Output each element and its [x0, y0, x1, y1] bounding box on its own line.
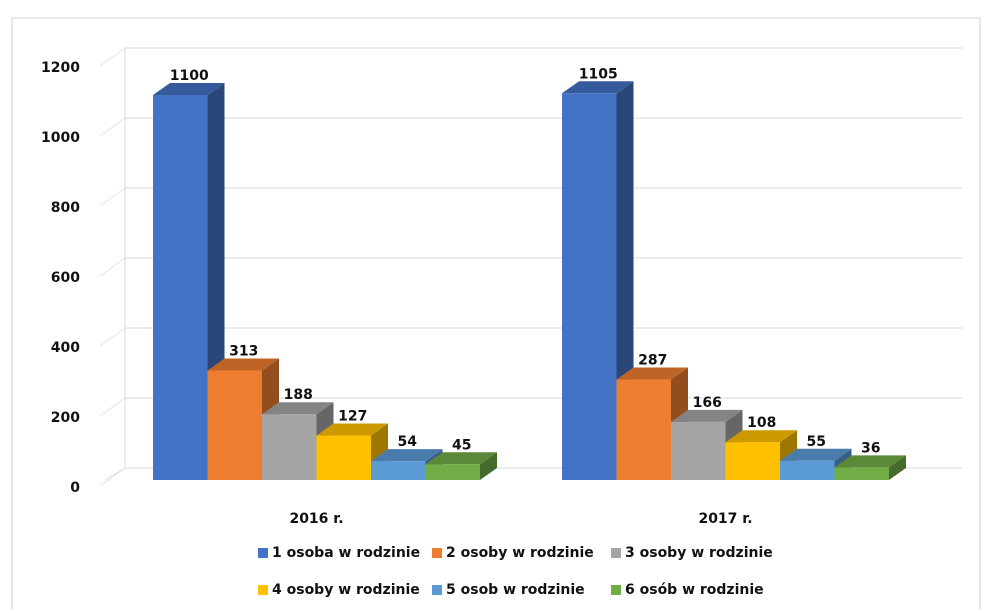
x-tick-label: 2017 r.: [698, 511, 752, 527]
bar: [725, 442, 780, 480]
bar-top: [671, 409, 743, 422]
y-tick-label: 1200: [41, 60, 80, 76]
legend-swatch: [258, 585, 268, 595]
bar: [371, 461, 426, 480]
bar-top: [725, 430, 797, 443]
bar: [671, 421, 726, 480]
data-label: 108: [747, 415, 776, 431]
bar-side: [480, 452, 497, 480]
legend-swatch: [432, 585, 442, 595]
grid-line-side: [99, 467, 126, 487]
bar-top: [153, 83, 225, 95]
bar: [153, 95, 208, 480]
data-label: 45: [452, 437, 471, 453]
bar-top: [425, 452, 497, 465]
grid-line-side: [99, 47, 126, 67]
data-label: 1100: [170, 68, 209, 84]
data-label: 1105: [579, 66, 618, 82]
legend-swatch: [258, 548, 268, 558]
grid-line-side: [99, 257, 126, 277]
legend-swatch: [611, 585, 621, 595]
data-label: 313: [229, 343, 258, 359]
legend-label: 4 osoby w rodzinie: [272, 582, 420, 598]
bar-top: [834, 455, 906, 468]
data-label: 287: [638, 353, 667, 369]
bar-top: [780, 448, 852, 461]
bar: [207, 370, 262, 480]
grid-line-side: [99, 117, 126, 137]
x-tick-label: 2016 r.: [289, 511, 343, 527]
bar-top: [371, 449, 443, 462]
bar-top: [562, 81, 634, 94]
legend-swatch: [611, 548, 621, 558]
data-label: 36: [861, 440, 880, 456]
data-label: 166: [693, 395, 722, 411]
data-label: 55: [807, 434, 826, 450]
data-label: 127: [338, 409, 367, 425]
bar-top: [316, 423, 388, 436]
legend-label: 1 osoba w rodzinie: [272, 545, 420, 561]
y-tick-label: 0: [70, 480, 80, 496]
bar-top: [207, 358, 279, 371]
y-tick-label: 200: [51, 410, 80, 426]
legend-label: 3 osoby w rodzinie: [625, 545, 773, 561]
y-tick-label: 400: [51, 340, 80, 356]
grid-line-side: [99, 187, 126, 207]
bar: [780, 460, 835, 480]
bar-side: [889, 455, 906, 480]
bar-top: [616, 367, 688, 380]
bar: [316, 435, 371, 480]
y-tick-label: 800: [51, 200, 80, 216]
bar-top: [262, 402, 334, 415]
grid-line-side: [99, 327, 126, 347]
bar: [562, 93, 617, 480]
legend-label: 2 osoby w rodzinie: [446, 545, 594, 561]
bar: [616, 379, 671, 480]
y-tick-label: 600: [51, 270, 80, 286]
data-label: 54: [398, 434, 418, 450]
legend-label: 6 osób w rodzinie: [625, 582, 764, 598]
legend-swatch: [432, 548, 442, 558]
bar: [262, 414, 317, 480]
grid-line-side: [99, 397, 126, 417]
data-label: 188: [284, 387, 313, 403]
y-tick-label: 1000: [41, 130, 80, 146]
bar: [834, 467, 889, 480]
bar: [425, 464, 480, 480]
legend-label: 5 osob w rodzinie: [446, 582, 585, 598]
